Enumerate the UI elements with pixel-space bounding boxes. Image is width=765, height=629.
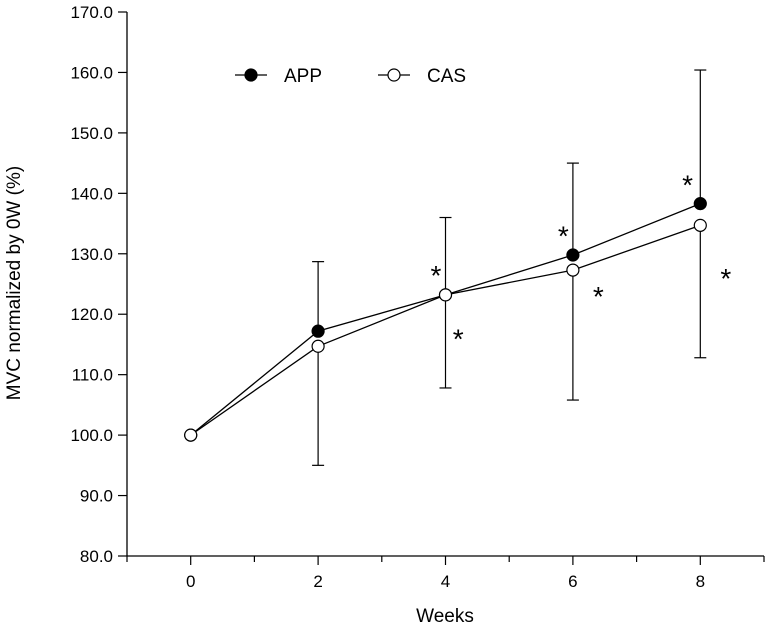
data-points	[184, 197, 707, 442]
x-tick-label: 4	[441, 572, 450, 591]
legend-marker-app	[244, 68, 258, 82]
data-point-cas	[566, 263, 580, 277]
significance-asterisk: *	[558, 221, 569, 252]
data-point-app	[693, 197, 707, 211]
significance-asterisk: *	[720, 263, 731, 294]
legend-label-cas: CAS	[427, 66, 466, 87]
significance-asterisk: *	[593, 281, 604, 312]
y-tick-label: 140.0	[70, 184, 113, 203]
significance-asterisk: *	[453, 323, 464, 354]
error-bars	[312, 69, 707, 466]
y-tick-label: 100.0	[70, 426, 113, 445]
legend-label-app: APP	[284, 66, 322, 87]
data-point-cas	[184, 428, 198, 442]
y-tick-label: 170.0	[70, 3, 113, 22]
y-axis-title: MVC normalized by 0W (%)	[4, 166, 25, 400]
y-axis-ticks: 80.0 90.0 100.0 110.0 120.0 130.0 140.0 150.0 16…	[70, 3, 127, 566]
y-tick-label: 90.0	[80, 487, 113, 506]
x-tick-label: 6	[568, 572, 577, 591]
significance-annotations: * * * * * *	[430, 169, 731, 354]
y-tick-label: 110.0	[72, 366, 113, 385]
significance-asterisk: *	[430, 260, 441, 291]
x-tick-label: 8	[696, 572, 705, 591]
data-point-cas	[311, 339, 325, 353]
x-tick-label: 2	[313, 572, 322, 591]
y-tick-label: 150.0	[70, 124, 113, 143]
data-point-cas	[438, 288, 453, 302]
y-tick-label: 160.0	[70, 63, 113, 82]
x-axis-title: Weeks	[416, 606, 474, 627]
data-point-app	[311, 324, 325, 338]
legend-marker-cas	[387, 68, 401, 82]
significance-asterisk: *	[682, 169, 693, 200]
x-tick-label: 0	[186, 572, 195, 591]
x-axis-ticks: 0 2 4 6 8	[126, 556, 765, 591]
data-point-cas	[693, 218, 707, 232]
y-tick-label: 130.0	[70, 245, 113, 264]
y-tick-label: 80.0	[80, 547, 113, 566]
data-point-app	[566, 248, 580, 262]
legend: APP CAS	[235, 66, 466, 87]
axes	[126, 12, 764, 557]
y-tick-label: 120.0	[70, 305, 113, 324]
